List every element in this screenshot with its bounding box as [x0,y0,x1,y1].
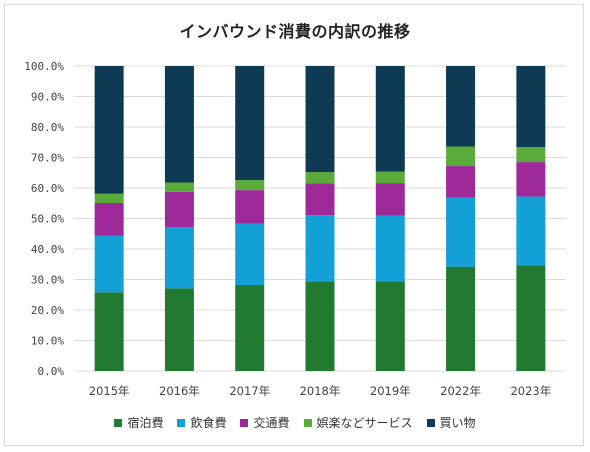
y-axis-ticks: 0.0% 10.0% 20.0% 30.0% 40.0% 50.0% 60.0% 70.0% 8… [24,60,64,378]
bar-segment [305,183,335,216]
x-tick-label: 2023年 [510,384,551,398]
legend-item: 買い物 [426,414,476,431]
legend-label: 交通費 [253,416,290,430]
bar-segment [164,227,194,289]
legend: 宿泊費 飲食費 交通費 娯楽などサービス 買い物 [0,414,590,431]
bar-segment [235,180,265,191]
y-tick-label: 100.0% [24,60,64,73]
y-tick-label: 20.0% [31,304,64,317]
x-tick-label: 2022年 [440,384,481,398]
bar-segment [94,193,124,203]
legend-item: 飲食費 [177,414,226,431]
y-tick-label: 10.0% [31,335,64,348]
y-tick-label: 80.0% [31,121,64,134]
legend-label: 宿泊費 [127,416,164,430]
bar-segment [94,66,124,194]
bar-segment [516,147,546,163]
legend-swatch [177,419,186,427]
bar-segment [164,66,194,183]
y-tick-label: 90.0% [31,91,64,104]
bar-segment [164,182,194,192]
bar-segment [446,66,476,147]
y-tick-label: 30.0% [31,274,64,287]
bar-segment [305,215,335,282]
legend-label: 買い物 [439,416,476,430]
bar-segment [375,171,405,184]
bar-segment [516,162,546,197]
legend-item: 交通費 [240,414,290,431]
legend-label: 飲食費 [190,416,227,430]
legend-label: 娯楽などサービス [316,416,413,430]
x-tick-label: 2019年 [370,384,411,398]
bar-segment [305,66,335,173]
bar-segment [516,66,546,148]
bars [94,66,546,371]
legend-item: 宿泊費 [114,414,163,431]
bar-segment [446,197,476,267]
legend-swatch [303,419,312,427]
bar-segment [164,191,194,228]
bar-segment [375,183,405,216]
bar-segment [375,66,405,172]
bar-segment [235,223,265,285]
bar-segment [375,281,405,371]
y-tick-label: 0.0% [38,365,65,378]
bar-segment [235,190,265,224]
bar-segment [305,281,335,371]
legend-item: 娯楽などサービス [303,414,413,431]
y-tick-label: 40.0% [31,243,64,256]
bar-segment [446,266,476,371]
bar-segment [516,196,546,266]
bar-segment [164,288,194,371]
x-tick-label: 2018年 [300,384,341,398]
bar-segment [446,146,476,167]
y-tick-label: 60.0% [31,182,64,195]
bar-segment [94,202,124,236]
bar-segment [94,292,124,371]
bar-segment [305,172,335,184]
x-axis-ticks: 2015年 2016年 2017年 2018年 2019年 2022年 2023年 [89,384,551,398]
bar-segment [235,66,265,181]
bar-segment [516,265,546,371]
y-tick-label: 70.0% [31,152,64,165]
legend-swatch [114,419,123,427]
bar-segment [375,215,405,282]
legend-swatch [426,419,435,427]
bar-segment [94,235,124,293]
legend-swatch [240,419,249,427]
x-tick-label: 2015年 [89,384,130,398]
bar-segment [446,166,476,198]
bar-segment [235,284,265,371]
chart-title: インバウンド消費の内訳の推移 [179,22,411,41]
x-tick-label: 2017年 [229,384,270,398]
x-tick-label: 2016年 [159,384,200,398]
y-tick-label: 50.0% [31,213,64,226]
